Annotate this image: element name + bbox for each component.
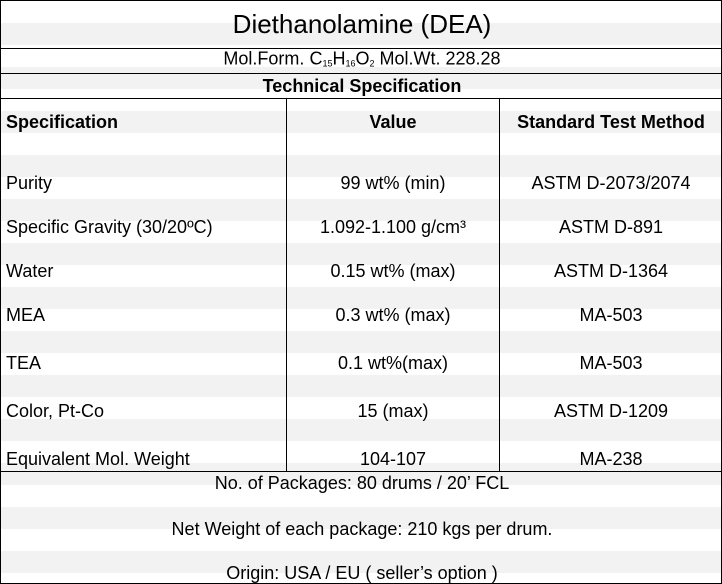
cell: Color, Pt-Co [6, 401, 105, 421]
cell: ASTM D-2073/2074 [531, 173, 691, 193]
cell: MA-238 [579, 449, 643, 469]
element: O [355, 48, 370, 69]
formula-parts: C15H16O2 [309, 49, 374, 69]
column-header: Standard Test Method [517, 112, 705, 132]
cell: 99 wt% (min) [340, 173, 446, 193]
column-header: Value [369, 112, 417, 132]
cell: ASTM D-1209 [553, 401, 669, 421]
note: No. of Packages: 80 drums / 20’ FCL [214, 473, 510, 493]
cell: MEA [6, 305, 46, 325]
cell: Equivalent Mol. Weight [6, 449, 190, 469]
cell: 0.15 wt% (max) [330, 261, 456, 281]
mol-weight: Mol.Wt. 228.28 [379, 48, 501, 69]
subscript: 15 [322, 58, 333, 69]
rule [1, 48, 721, 49]
cell: Water [6, 261, 54, 281]
cell: ASTM D-1364 [553, 261, 669, 281]
rule [1, 73, 721, 74]
formula-prefix: Mol.Form. [223, 48, 305, 69]
rule [1, 471, 721, 472]
element: C [309, 48, 323, 69]
formula: Mol.Form. C15H16O2 Mol.Wt. 228.28 [223, 48, 500, 75]
cell: 0.1 wt%(max) [337, 353, 449, 373]
subscript: 16 [345, 58, 356, 69]
section-title: Technical Specification [262, 76, 462, 96]
cell: 1.092-1.100 g/cm³ [319, 217, 467, 237]
cell: 0.3 wt% (max) [335, 305, 451, 325]
column-line [286, 98, 287, 471]
gap [1, 45, 721, 48]
subscript: 2 [369, 58, 375, 69]
cell: ASTM D-891 [558, 217, 664, 237]
note: Net Weight of each package: 210 kgs per … [171, 519, 553, 539]
cell: MA-503 [579, 353, 643, 373]
cell: 15 (max) [357, 401, 429, 421]
note: Origin: USA / EU ( seller’s option ) [226, 563, 498, 583]
column-line [499, 98, 500, 471]
element: H [332, 48, 346, 69]
column-header: Specification [6, 112, 119, 132]
cell: Specific Gravity (30/20ºC) [6, 217, 213, 237]
cell: TEA [6, 353, 42, 373]
title: Diethanolamine (DEA) [232, 9, 492, 39]
cell: 104-107 [359, 449, 427, 469]
cell: Purity [6, 173, 53, 193]
rule [1, 98, 721, 99]
cell: MA-503 [579, 305, 643, 325]
